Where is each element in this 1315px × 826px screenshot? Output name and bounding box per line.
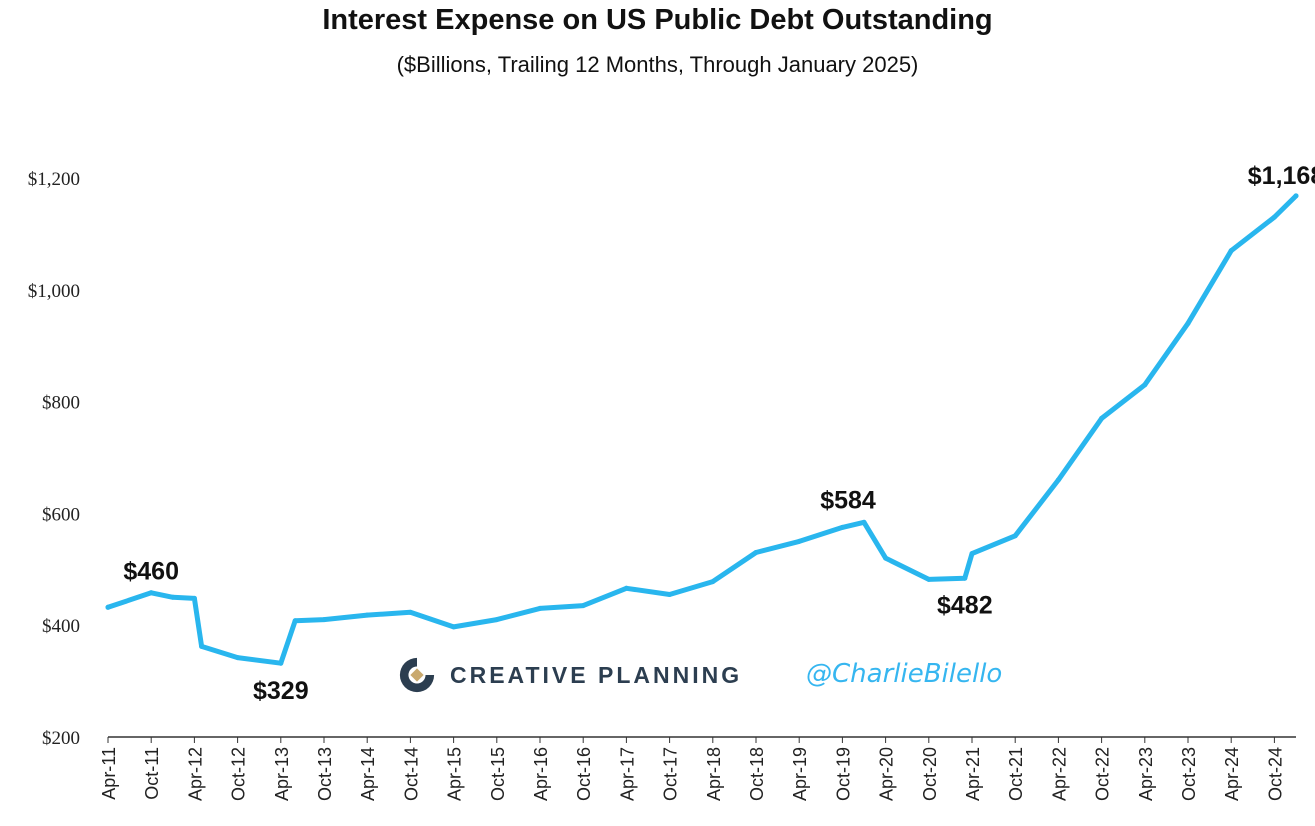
data-point	[580, 603, 586, 609]
x-tick-label: Oct-14	[401, 747, 421, 801]
data-point	[883, 555, 889, 561]
series-points	[105, 193, 1299, 666]
x-tick-label: Apr-20	[877, 747, 897, 801]
data-point	[667, 591, 673, 597]
data-label: $584	[820, 486, 876, 514]
x-tick-label: Apr-22	[1049, 747, 1069, 801]
x-tick-label: Oct-16	[574, 747, 594, 801]
x-tick-label: Oct-12	[229, 747, 249, 801]
data-point	[753, 550, 759, 556]
series-line	[105, 193, 1299, 666]
x-tick-label: Oct-24	[1265, 747, 1285, 801]
chart-subtitle: ($Billions, Trailing 12 Months, Through …	[396, 52, 919, 77]
creative-planning-logo: CREATIVE PLANNING	[398, 654, 798, 698]
data-point	[1012, 533, 1018, 539]
x-tick-label: Apr-17	[617, 747, 637, 801]
y-tick-label: $800	[42, 393, 80, 414]
data-point	[1271, 214, 1277, 220]
data-point	[796, 538, 802, 544]
x-tick-label: Oct-23	[1179, 747, 1199, 801]
x-tick-label: Apr-21	[963, 747, 983, 801]
x-tick-label: Oct-11	[142, 747, 162, 800]
data-point	[278, 660, 284, 666]
data-point	[321, 617, 327, 623]
author-handle[interactable]: @CharlieBilello	[806, 659, 1003, 689]
creative-planning-icon	[399, 657, 435, 693]
data-point	[1185, 320, 1191, 326]
x-tick-label: Apr-14	[358, 747, 378, 801]
y-tick-label: $1,000	[28, 281, 80, 302]
data-point	[191, 595, 197, 601]
y-tick-label: $600	[42, 504, 80, 525]
x-tick-label: Oct-15	[488, 747, 508, 801]
data-point	[451, 624, 457, 630]
data-point	[1055, 477, 1061, 483]
data-point	[292, 618, 298, 624]
data-label: $329	[253, 677, 309, 705]
data-point	[861, 519, 867, 525]
data-point	[1099, 415, 1105, 421]
data-point	[926, 576, 932, 582]
x-tick-label: Oct-13	[315, 747, 335, 801]
data-point	[494, 617, 500, 623]
data-point	[170, 594, 176, 600]
y-axis: $200 $400 $600 $800 $1,000 $1,200	[28, 169, 80, 749]
x-tick-label: Apr-11	[99, 747, 119, 800]
x-tick-label: Apr-23	[1136, 747, 1156, 801]
data-point	[623, 585, 629, 591]
data-point	[407, 609, 413, 615]
chart-title: Interest Expense on US Public Debt Outst…	[322, 4, 993, 36]
x-tick-label: Apr-18	[704, 747, 724, 801]
x-tick-label: Apr-13	[272, 747, 292, 801]
data-point	[839, 524, 845, 530]
x-tick-label: Apr-16	[531, 747, 551, 801]
x-tick-label: Oct-18	[747, 747, 767, 801]
data-point	[969, 551, 975, 557]
y-tick-label: $400	[42, 616, 80, 637]
data-point	[1142, 382, 1148, 388]
x-tick-label: Oct-21	[1006, 747, 1026, 801]
data-point	[148, 590, 154, 596]
x-tick-label: Oct-20	[920, 747, 940, 801]
data-point	[962, 575, 968, 581]
data-point	[710, 579, 716, 585]
data-label: $1,168	[1248, 162, 1315, 190]
data-point	[364, 612, 370, 618]
data-point	[1228, 248, 1234, 254]
x-tick-label: Oct-17	[661, 747, 681, 801]
annotations: $460 $329 $584 $482 $1,168	[123, 162, 1315, 705]
x-tick-label: Apr-12	[185, 747, 205, 801]
x-tick-label: Apr-24	[1222, 747, 1242, 801]
x-tick-label: Oct-19	[833, 747, 853, 801]
data-label: $482	[937, 591, 993, 619]
data-point	[235, 655, 241, 661]
data-point	[199, 643, 205, 649]
data-point	[1293, 193, 1299, 199]
x-tick-label: Oct-22	[1093, 747, 1113, 801]
data-label: $460	[123, 558, 179, 586]
data-point	[537, 605, 543, 611]
y-tick-label: $200	[42, 728, 80, 749]
x-axis: Apr-11 Oct-11 Apr-12 Oct-12 Apr-13 Oct-13 Apr-…	[99, 736, 1296, 801]
x-tick-label: Apr-19	[790, 747, 810, 801]
y-tick-label: $1,200	[28, 169, 80, 190]
x-tick-label: Apr-15	[445, 747, 465, 801]
company-name: CREATIVE PLANNING	[450, 662, 743, 688]
data-point	[105, 604, 111, 610]
